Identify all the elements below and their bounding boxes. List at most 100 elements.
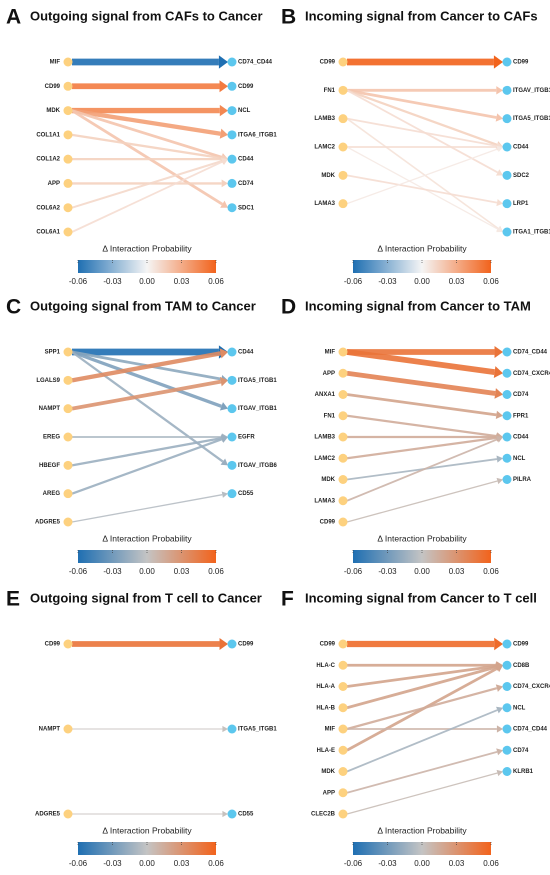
panel: A Outgoing signal from CAFs to Cancer MIF C… [6, 6, 277, 287]
target-label: ITGA5_ITGB1 [513, 116, 550, 122]
link [346, 393, 503, 419]
panel: E Outgoing signal from T cell to Cancer CD… [6, 588, 277, 869]
target-label: CD44 [513, 145, 529, 151]
target-node [502, 347, 512, 357]
source-label: HLA-C [316, 663, 335, 669]
link-line [71, 379, 222, 411]
source-node [63, 432, 73, 442]
source-label: APP [323, 371, 335, 377]
target-node [502, 411, 512, 421]
legend-title: Δ Interaction Probability [102, 825, 192, 835]
arrowhead [222, 810, 228, 818]
arrowhead [219, 638, 228, 650]
link [347, 637, 503, 651]
panel-letter: B [281, 6, 296, 29]
link [71, 434, 228, 467]
colorbar-tick-label: -0.06 [69, 277, 88, 286]
colorbar-tick-label: 0.00 [414, 277, 430, 286]
link-line [71, 351, 221, 383]
colorbar-tick-label: 0.06 [483, 567, 499, 576]
source-node [338, 517, 348, 527]
link [72, 725, 228, 733]
links [71, 345, 228, 523]
target-label: NCL [513, 705, 526, 711]
target-label: ITGAV_ITGB1 [513, 88, 550, 94]
target-node [227, 106, 237, 116]
link-line [346, 349, 495, 375]
link-line [71, 437, 222, 467]
colorbar-tick-label: 0.00 [139, 277, 155, 286]
colorbar-tick-label: -0.03 [378, 859, 397, 868]
links [71, 55, 228, 233]
colorbar-tick-label: 0.06 [483, 277, 499, 286]
target-node [502, 227, 512, 237]
colorbar-tick-label: 0.03 [174, 277, 190, 286]
source-label: APP [323, 790, 335, 796]
link-line [346, 438, 498, 502]
source-node [338, 682, 348, 691]
target-node [502, 453, 512, 463]
source-node [338, 724, 348, 734]
source-label: SPP1 [45, 350, 61, 356]
source-node [338, 411, 348, 421]
legend-title: Δ Interaction Probability [377, 243, 467, 253]
source-node [338, 496, 348, 506]
link-line [346, 88, 497, 119]
link [346, 748, 503, 794]
arrowhead [495, 410, 503, 419]
source-label: MDK [46, 108, 60, 114]
links [72, 638, 228, 818]
arrowhead [496, 748, 503, 756]
target-label: KLRB1 [513, 769, 534, 775]
source-label: CD99 [45, 642, 61, 648]
source-label: MIF [50, 60, 61, 66]
link [346, 89, 503, 149]
link [72, 104, 228, 117]
arrowhead [496, 145, 503, 153]
arrowhead [496, 725, 503, 733]
source-node [63, 347, 73, 357]
target-label: EGFR [238, 435, 255, 441]
legend-title: Δ Interaction Probability [377, 825, 467, 835]
target-node [227, 375, 237, 385]
link-line [346, 370, 496, 396]
link-line [346, 480, 498, 523]
target-label: CD99 [513, 60, 529, 66]
link-line [346, 146, 499, 230]
source-node [63, 106, 73, 116]
source-node [63, 154, 73, 164]
link-line [346, 117, 498, 147]
target-label: ITGA5_ITGB1 [238, 727, 277, 733]
link [71, 108, 228, 139]
link [347, 86, 503, 95]
link [71, 348, 228, 383]
source-label: APP [48, 181, 60, 187]
link [346, 684, 503, 731]
source-node [63, 724, 73, 734]
link-line [346, 89, 498, 146]
target-label: CD74 [513, 748, 529, 754]
source-node [63, 517, 73, 527]
colorbar-tick-label: -0.06 [69, 859, 88, 868]
arrowhead [220, 458, 228, 466]
link-line [71, 109, 223, 159]
colorbar-tick-label: 0.06 [208, 859, 224, 868]
arrowhead [222, 725, 228, 733]
target-node [227, 81, 237, 91]
target-node [227, 639, 237, 649]
source-label: COL1A1 [36, 132, 60, 138]
link-line [346, 709, 498, 773]
source-label: COL6A1 [36, 230, 60, 236]
colorbar-tick-label: 0.00 [414, 567, 430, 576]
target-label: CD99 [513, 642, 529, 648]
arrowhead [220, 435, 228, 443]
arrowhead [219, 80, 228, 93]
link [346, 349, 503, 379]
source-node [338, 142, 348, 152]
target-label: ITGA5_ITGB1 [238, 378, 277, 384]
link [347, 346, 503, 358]
source-node [63, 460, 73, 470]
source-label: CD99 [320, 60, 336, 66]
panel: B Incoming signal from Cancer to CAFs CD99… [281, 6, 550, 287]
link [71, 109, 228, 208]
